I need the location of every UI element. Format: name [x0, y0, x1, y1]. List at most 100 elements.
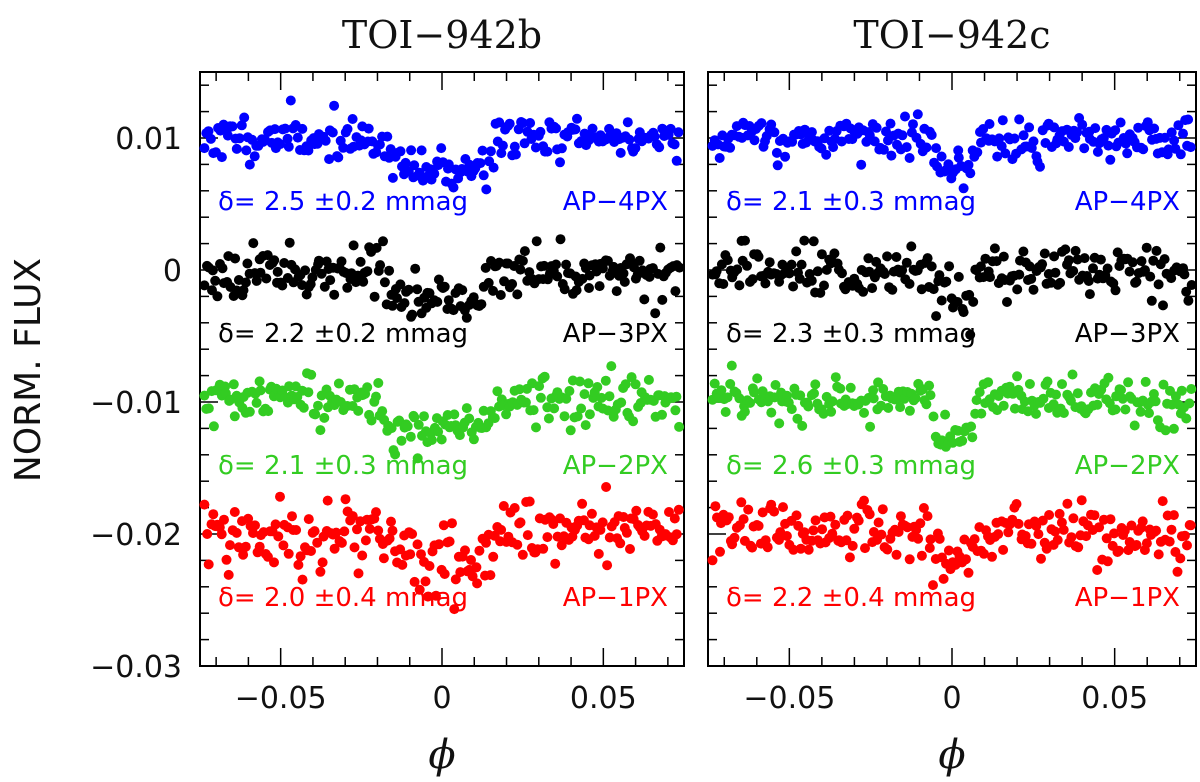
- data-point: [883, 402, 894, 413]
- transit-depth-label: δ= 2.1 ±0.3 mmag: [726, 187, 976, 217]
- data-point: [827, 396, 838, 407]
- data-point: [1028, 284, 1039, 295]
- data-point: [940, 409, 951, 420]
- aperture-label: AP−4PX: [563, 187, 668, 217]
- data-point: [1066, 532, 1077, 543]
- data-point: [340, 494, 351, 505]
- data-point: [624, 134, 635, 145]
- data-point: [756, 118, 767, 129]
- data-point: [726, 360, 737, 371]
- data-point: [1033, 529, 1044, 540]
- data-point: [551, 123, 561, 134]
- data-point: [1031, 408, 1041, 419]
- data-point: [1164, 536, 1175, 547]
- data-point: [892, 394, 903, 405]
- data-point: [512, 289, 523, 300]
- transit-depth-label: δ= 2.0 ±0.4 mmag: [218, 583, 468, 613]
- data-point: [387, 172, 398, 183]
- data-point: [1102, 556, 1113, 567]
- data-point: [714, 153, 725, 163]
- data-point: [461, 312, 472, 323]
- data-point: [757, 507, 768, 518]
- data-point: [535, 126, 546, 137]
- data-point: [320, 135, 331, 146]
- data-point: [577, 498, 588, 509]
- data-point: [747, 274, 758, 285]
- data-point: [278, 540, 289, 551]
- data-point: [412, 539, 423, 550]
- data-point: [882, 251, 893, 262]
- data-point: [270, 519, 281, 530]
- data-point: [517, 255, 528, 266]
- data-point: [434, 539, 444, 550]
- data-point: [1159, 132, 1170, 143]
- data-point: [377, 406, 388, 417]
- data-point: [897, 265, 908, 276]
- data-point: [673, 127, 684, 138]
- data-point: [859, 495, 869, 506]
- data-point: [792, 413, 803, 424]
- data-point: [809, 388, 819, 399]
- data-point: [1105, 514, 1116, 525]
- data-point: [816, 249, 827, 260]
- data-point: [620, 379, 631, 390]
- data-point: [901, 142, 912, 153]
- data-point: [868, 385, 879, 396]
- data-point: [1070, 245, 1081, 256]
- data-point: [207, 265, 218, 276]
- data-point: [307, 272, 318, 283]
- panel-title: TOI−942c: [853, 13, 1050, 57]
- data-point: [348, 240, 359, 251]
- data-point: [450, 574, 461, 585]
- data-point: [743, 504, 754, 515]
- data-point: [860, 543, 870, 554]
- data-point: [210, 275, 221, 286]
- data-point: [1175, 149, 1186, 160]
- data-point: [199, 390, 210, 401]
- data-point: [1084, 289, 1095, 300]
- data-point: [747, 542, 758, 553]
- data-point: [1072, 127, 1083, 138]
- data-point: [1014, 269, 1025, 280]
- data-point: [943, 159, 954, 170]
- data-point: [422, 591, 433, 602]
- data-point: [669, 139, 680, 150]
- x-tick-label: 0.05: [1081, 681, 1148, 716]
- data-point: [571, 285, 582, 296]
- data-point: [961, 554, 971, 565]
- data-point: [1135, 406, 1146, 417]
- y-tick-label: 0.01: [115, 122, 182, 157]
- data-point: [722, 255, 733, 266]
- data-point: [509, 141, 520, 152]
- data-point: [407, 309, 418, 320]
- data-point: [480, 262, 491, 273]
- data-point: [615, 147, 626, 158]
- data-point: [325, 275, 336, 286]
- data-point: [496, 148, 507, 159]
- data-point: [548, 519, 559, 529]
- data-point: [972, 147, 983, 158]
- data-point: [291, 525, 302, 535]
- data-point: [488, 162, 499, 173]
- data-point: [766, 119, 777, 130]
- data-point: [975, 261, 986, 272]
- data-point: [447, 518, 457, 529]
- aperture-label: AP−1PX: [563, 583, 668, 613]
- data-point: [904, 278, 915, 289]
- data-point: [539, 260, 550, 271]
- data-point: [303, 514, 314, 525]
- aperture-label: AP−4PX: [1075, 187, 1180, 217]
- data-point: [976, 408, 987, 419]
- data-point: [1072, 388, 1083, 399]
- data-point: [649, 131, 660, 142]
- series-AP−1PX: [199, 482, 684, 615]
- data-point: [412, 453, 423, 464]
- data-point: [1146, 295, 1157, 306]
- data-point: [1028, 136, 1039, 147]
- data-point: [353, 405, 364, 416]
- data-point: [552, 271, 563, 282]
- data-point: [576, 403, 587, 414]
- data-point: [1063, 255, 1074, 266]
- data-point: [806, 127, 817, 138]
